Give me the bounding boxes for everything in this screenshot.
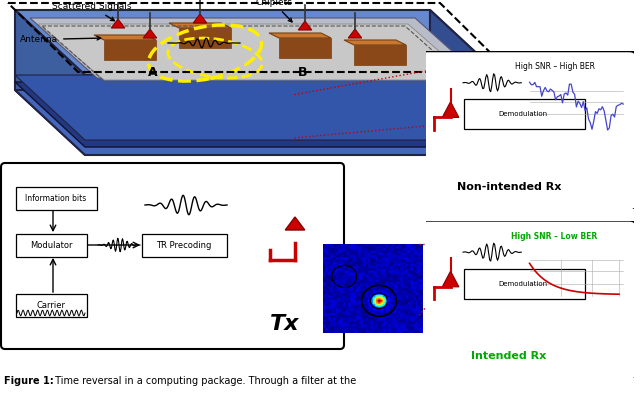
Polygon shape — [15, 75, 500, 140]
Polygon shape — [348, 29, 362, 38]
Text: Carrier: Carrier — [36, 301, 65, 310]
FancyBboxPatch shape — [464, 269, 585, 299]
Text: TR Precoding: TR Precoding — [156, 240, 212, 249]
Text: Antenna: Antenna — [20, 35, 100, 44]
Polygon shape — [279, 38, 331, 58]
Polygon shape — [15, 90, 500, 155]
FancyBboxPatch shape — [15, 234, 86, 256]
Polygon shape — [143, 29, 157, 38]
Polygon shape — [111, 19, 125, 28]
Polygon shape — [285, 217, 305, 230]
Text: High SNR – High BER: High SNR – High BER — [515, 63, 595, 71]
Text: Tx: Tx — [270, 314, 300, 334]
Polygon shape — [15, 10, 85, 155]
Text: Demodulation: Demodulation — [499, 281, 548, 287]
FancyBboxPatch shape — [422, 51, 636, 210]
Polygon shape — [354, 45, 406, 65]
Text: Demodulation: Demodulation — [499, 111, 548, 117]
FancyBboxPatch shape — [141, 234, 227, 256]
FancyBboxPatch shape — [15, 186, 97, 210]
Polygon shape — [94, 35, 156, 40]
Polygon shape — [38, 24, 472, 80]
Text: B: B — [298, 66, 307, 79]
Polygon shape — [30, 18, 482, 78]
Text: Chiplets: Chiplets — [255, 0, 292, 22]
FancyBboxPatch shape — [464, 99, 585, 129]
Text: A: A — [148, 66, 157, 79]
Polygon shape — [430, 10, 500, 155]
Text: Non-intended Rx: Non-intended Rx — [456, 182, 561, 192]
FancyBboxPatch shape — [422, 221, 636, 380]
Polygon shape — [169, 23, 231, 28]
Polygon shape — [298, 21, 312, 30]
Polygon shape — [179, 28, 231, 48]
Polygon shape — [104, 40, 156, 60]
Polygon shape — [15, 82, 500, 147]
Polygon shape — [269, 33, 331, 38]
FancyBboxPatch shape — [15, 294, 86, 316]
Polygon shape — [15, 10, 500, 75]
Text: Figure 1:: Figure 1: — [4, 376, 54, 386]
Text: High SNR – Low BER: High SNR – Low BER — [511, 232, 598, 241]
Polygon shape — [442, 102, 459, 117]
Text: Information bits: Information bits — [26, 193, 86, 203]
Text: Scattered Signals: Scattered Signals — [52, 2, 131, 21]
Polygon shape — [442, 271, 459, 287]
Polygon shape — [344, 40, 406, 45]
FancyBboxPatch shape — [1, 163, 344, 349]
Text: Time reversal in a computing package. Through a filter at the: Time reversal in a computing package. Th… — [52, 376, 356, 386]
Polygon shape — [193, 14, 207, 23]
Text: Modulator: Modulator — [29, 240, 72, 249]
Text: Intended Rx: Intended Rx — [471, 351, 547, 361]
